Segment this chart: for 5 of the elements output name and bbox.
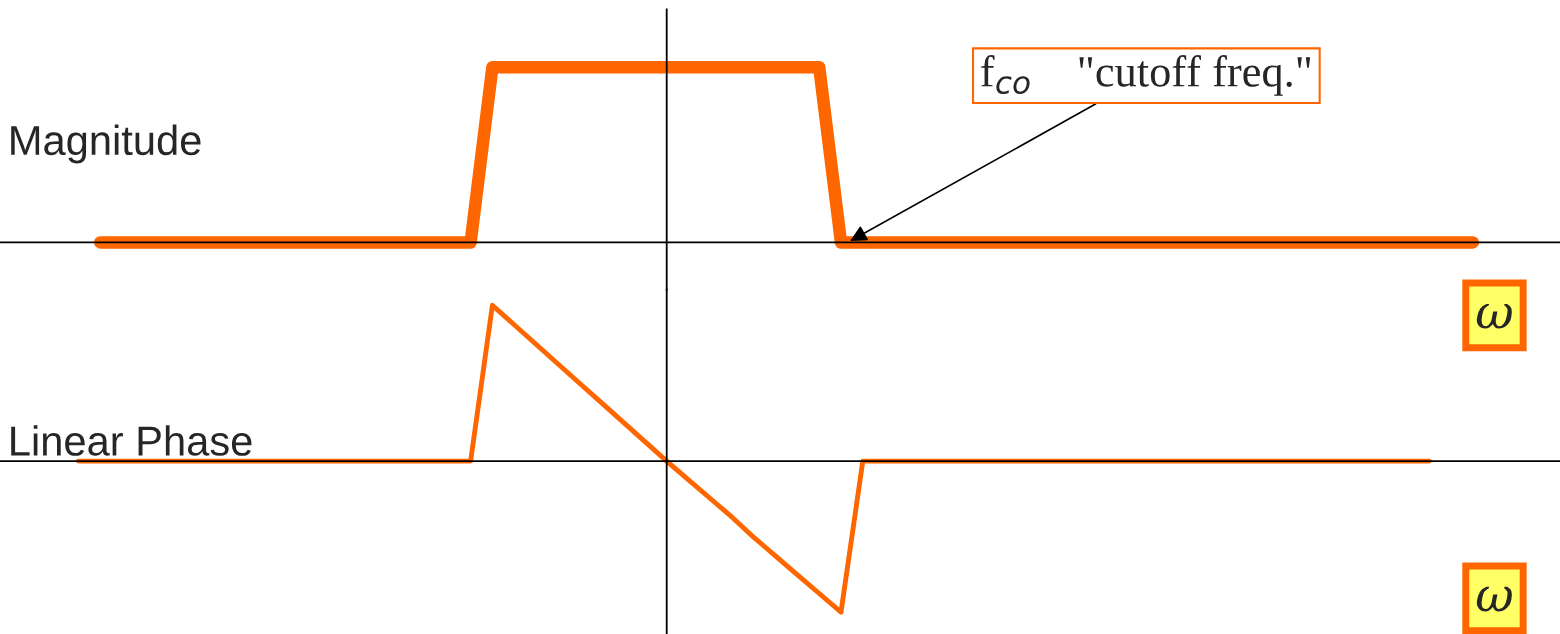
text: f$_{co}$ "cutoff freq." — [981, 55, 1311, 96]
x-axis-title: ω — [1476, 303, 1512, 329]
x-axis-title: ω — [1476, 586, 1512, 612]
y-axis-title: Magnitude — [11, 124, 201, 164]
y-axis-title: Linear Phase — [11, 425, 252, 456]
